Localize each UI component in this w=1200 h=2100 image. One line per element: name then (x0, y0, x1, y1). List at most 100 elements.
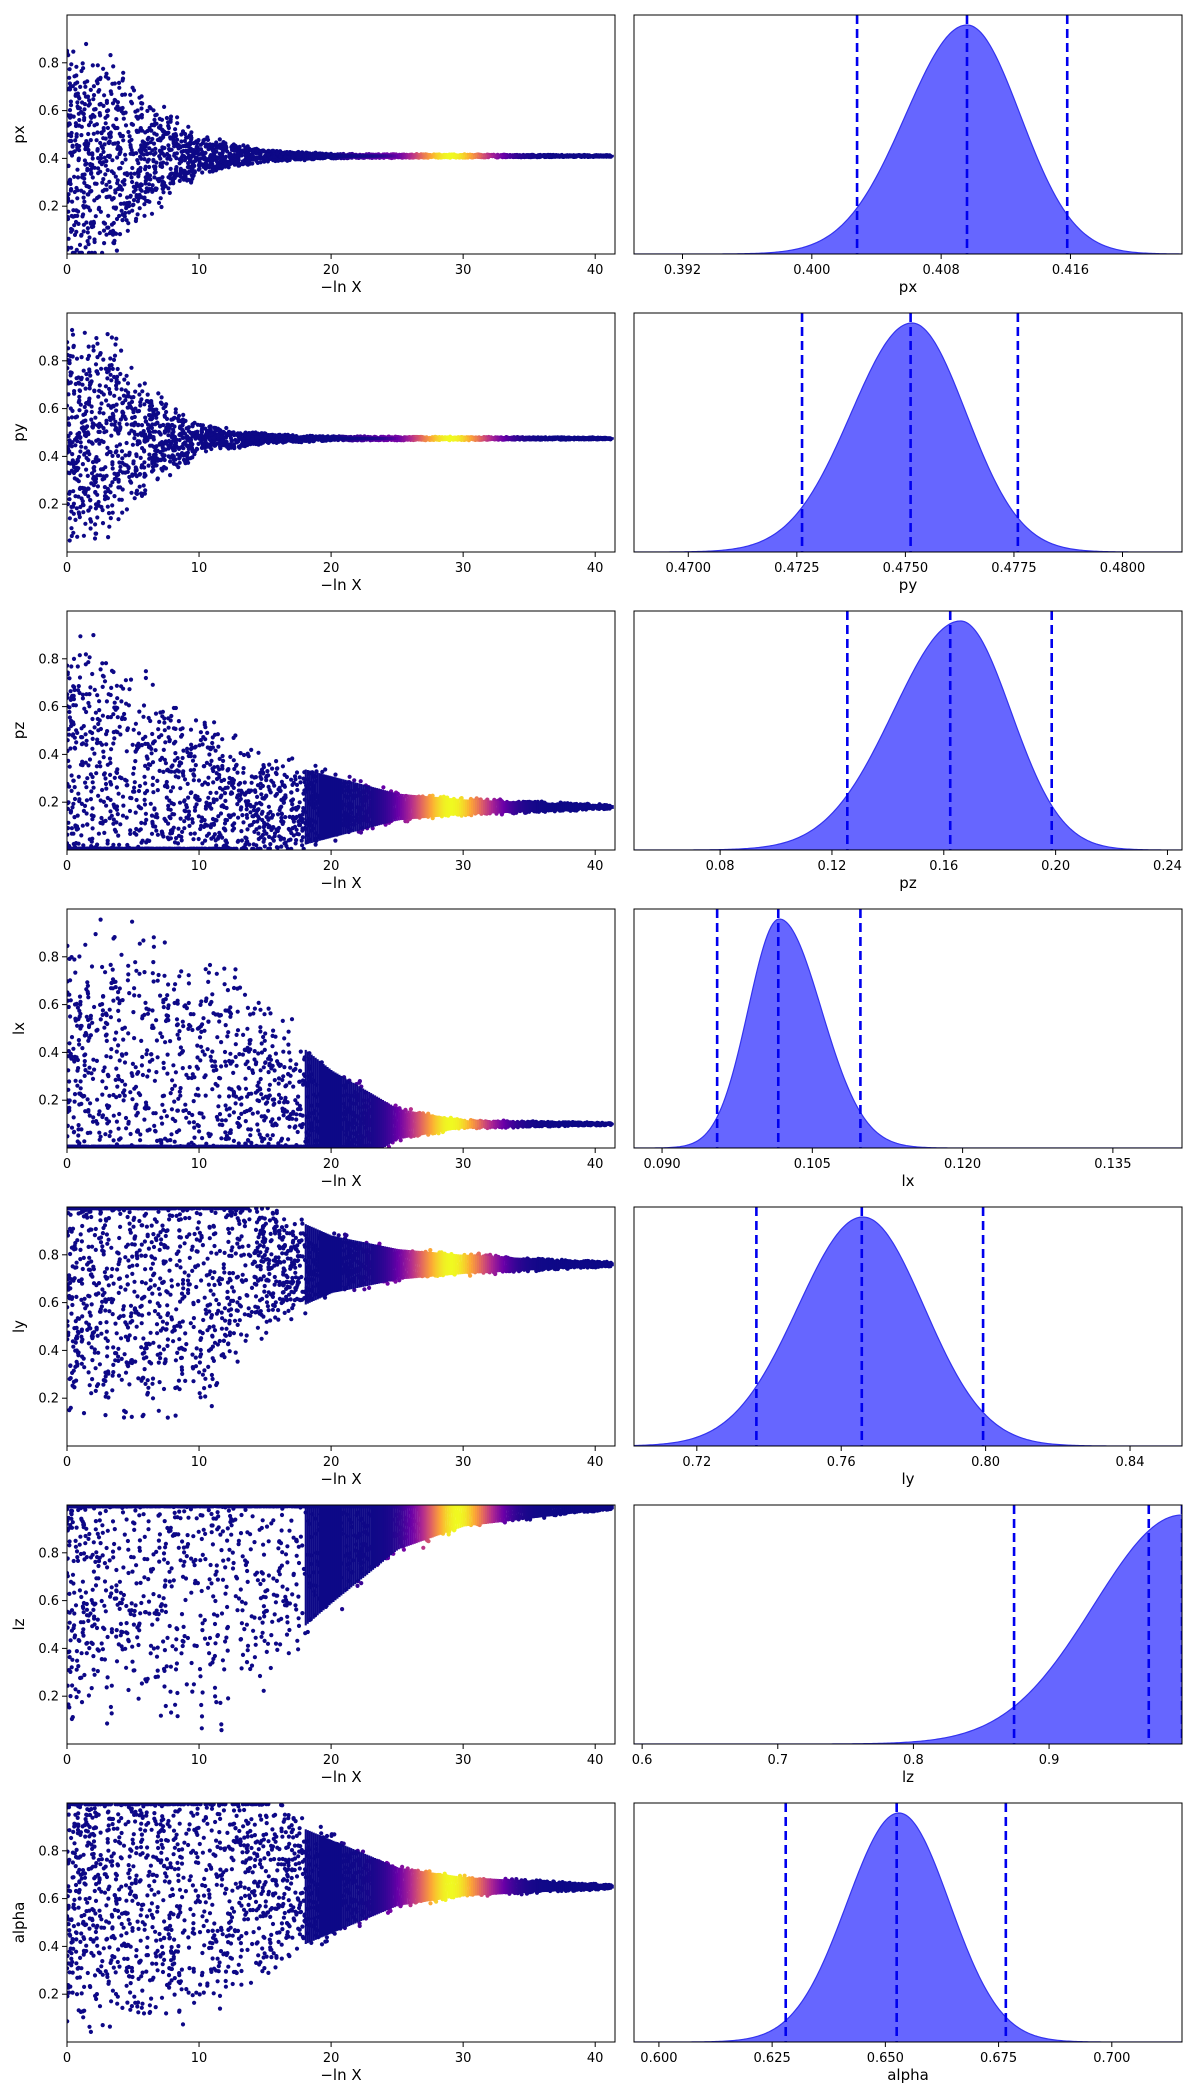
trace-point (160, 186, 165, 191)
trace-point (142, 402, 147, 407)
trace-point (128, 92, 133, 97)
trace-point (69, 415, 74, 420)
trace-point (150, 136, 155, 142)
tail-segment (387, 154, 391, 158)
x-tick-label: 40 (587, 263, 604, 278)
trace-point (107, 390, 113, 395)
trace-point (79, 496, 84, 501)
tail-segment (316, 153, 319, 159)
trace-point (106, 510, 112, 516)
trace-point (90, 63, 95, 68)
trace-point (83, 386, 88, 391)
trace-point (175, 121, 180, 126)
tail-segment (304, 152, 307, 160)
trace-point (145, 189, 150, 194)
trace-point (203, 439, 208, 444)
trace-point (114, 117, 119, 122)
trace-point (153, 121, 158, 126)
trace-point (67, 163, 71, 169)
trace-point (77, 398, 82, 403)
trace-point (153, 146, 158, 151)
trace-point (239, 150, 244, 155)
trace-point (125, 195, 130, 200)
tail-segment (605, 154, 608, 158)
trace-point (75, 196, 80, 201)
tail-segment (334, 154, 337, 158)
trace-point (93, 490, 98, 495)
trace-point (161, 190, 166, 195)
trace-point (76, 221, 81, 226)
trace-point (123, 210, 128, 216)
trace-point (113, 206, 118, 211)
trace-point (106, 108, 111, 113)
trace-point (88, 373, 93, 378)
trace-point (107, 386, 112, 392)
trace-point (78, 485, 83, 490)
trace-point (182, 175, 187, 180)
trace-point (125, 469, 130, 474)
trace-point (167, 190, 172, 195)
trace-point (145, 137, 150, 142)
tail-segment (540, 154, 543, 158)
trace-point (91, 348, 96, 353)
trace-point (96, 89, 101, 94)
trace-point (142, 157, 147, 162)
posterior-density (634, 24, 1182, 254)
trace-point (113, 450, 118, 455)
trace-point (117, 151, 122, 157)
trace-point (196, 441, 201, 446)
trace-point (120, 510, 125, 515)
trace-point (118, 468, 123, 473)
trace-point (186, 161, 191, 166)
trace-point (184, 453, 189, 458)
trace-point (113, 427, 118, 432)
trace-point (278, 154, 283, 159)
trace-point (105, 125, 110, 131)
trace-point (77, 117, 82, 123)
trace-point (83, 491, 88, 496)
trace-point (117, 497, 122, 502)
tail-segment (467, 154, 470, 158)
trace-point (86, 486, 91, 491)
tail-segment (580, 154, 583, 158)
tail-segment (544, 154, 547, 158)
y-axis-label: px (10, 125, 28, 144)
tail-segment (340, 154, 343, 158)
trace-point (123, 157, 128, 162)
trace-point (96, 207, 101, 212)
trace-point (93, 214, 98, 219)
tail-segment (510, 154, 513, 158)
trace-point (120, 76, 126, 81)
trace-point (152, 117, 157, 122)
trace-point (223, 141, 228, 146)
x-tick-label: 0 (63, 263, 71, 278)
trace-point (114, 216, 120, 222)
trace-point (79, 232, 84, 237)
trace-point (74, 208, 79, 213)
trace-point (107, 154, 112, 160)
trace-point (119, 348, 124, 353)
trace-point (130, 208, 135, 213)
tail-segment (498, 154, 501, 158)
trace-point (75, 213, 80, 218)
tail-segment (488, 154, 492, 158)
trace-point (114, 444, 119, 449)
tail-segment (609, 154, 612, 158)
trace-point (149, 399, 154, 404)
tail-segment (593, 154, 597, 158)
trace-point (208, 153, 213, 158)
tail-segment (451, 154, 454, 158)
trace-point (177, 161, 182, 166)
trace-point (124, 171, 129, 176)
trace-point (90, 425, 95, 430)
trace-point (133, 389, 138, 394)
trace-px-plot-area (67, 41, 614, 254)
trace-point (74, 356, 80, 361)
trace-point (75, 188, 80, 193)
tail-segment (389, 154, 393, 158)
trace-point (113, 190, 118, 195)
x-axis-label: px (899, 278, 918, 296)
trace-point (145, 392, 150, 397)
trace-point (113, 126, 118, 131)
trace-point (179, 149, 184, 154)
